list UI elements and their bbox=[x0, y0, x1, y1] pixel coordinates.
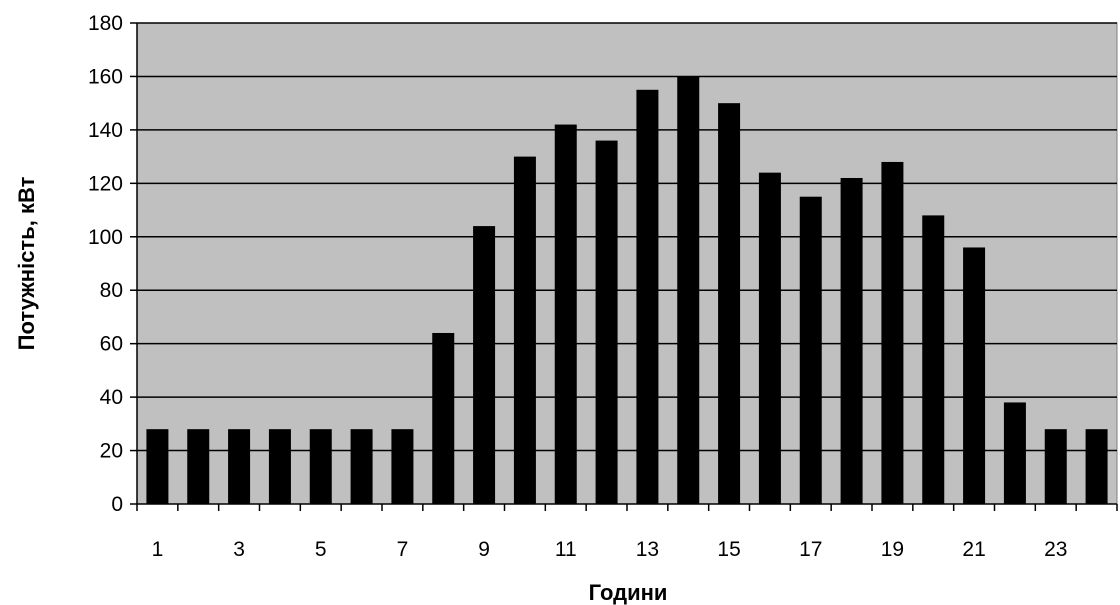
bar bbox=[146, 429, 169, 504]
bar bbox=[473, 226, 496, 505]
x-tick-label: 21 bbox=[962, 538, 985, 561]
x-axis: 1 3 5 7 9 11 13 15 17 19 21 23 bbox=[136, 503, 1118, 561]
y-tick-label: 40 bbox=[100, 386, 123, 409]
bar bbox=[595, 140, 618, 505]
plot-area bbox=[136, 22, 1118, 505]
x-tick-label: 23 bbox=[1044, 538, 1067, 561]
bar bbox=[718, 103, 741, 505]
bar bbox=[758, 172, 781, 504]
x-tick-label: 3 bbox=[233, 538, 245, 561]
x-tick-label: 17 bbox=[799, 538, 822, 561]
bar bbox=[432, 332, 455, 504]
bar bbox=[268, 429, 291, 504]
x-tick-label: 11 bbox=[555, 538, 577, 561]
y-tick-label: 180 bbox=[88, 12, 123, 35]
x-tick-label: 13 bbox=[636, 538, 659, 561]
bar bbox=[636, 89, 659, 505]
bar bbox=[963, 247, 986, 504]
x-tick-label: 7 bbox=[397, 538, 409, 561]
y-tick-label: 80 bbox=[100, 279, 123, 302]
bar bbox=[1044, 429, 1067, 504]
bar bbox=[350, 429, 373, 504]
y-tick-label: 60 bbox=[100, 333, 123, 356]
y-axis-title: Потужність, кВт bbox=[14, 176, 39, 350]
bar bbox=[554, 124, 577, 505]
bar bbox=[677, 76, 700, 504]
bars bbox=[146, 76, 1108, 505]
bar bbox=[1003, 402, 1026, 504]
y-tick-label: 160 bbox=[88, 65, 123, 88]
x-tick-label: 5 bbox=[315, 538, 327, 561]
bar bbox=[513, 156, 536, 504]
x-axis-title: Години bbox=[589, 580, 668, 605]
y-tick-label: 20 bbox=[100, 440, 123, 463]
bar bbox=[1085, 429, 1108, 504]
grid-lines bbox=[137, 22, 1117, 452]
x-tick-label: 1 bbox=[152, 538, 164, 561]
bar bbox=[922, 215, 945, 504]
bar bbox=[881, 161, 904, 504]
y-tick-label: 100 bbox=[88, 226, 123, 249]
bar bbox=[391, 429, 414, 504]
y-tick-label: 0 bbox=[111, 493, 123, 516]
x-tick-label: 19 bbox=[881, 538, 904, 561]
x-tick-label: 15 bbox=[717, 538, 740, 561]
bar bbox=[187, 429, 210, 504]
bar bbox=[228, 429, 251, 504]
bar bbox=[309, 429, 332, 504]
y-tick-label: 120 bbox=[88, 172, 123, 195]
bar bbox=[799, 196, 822, 504]
x-tick-label: 9 bbox=[478, 538, 490, 561]
y-tick-label: 140 bbox=[88, 119, 123, 142]
y-axis: 0 20 40 60 80 100 120 140 160 180 bbox=[88, 12, 138, 516]
bar bbox=[840, 177, 863, 504]
